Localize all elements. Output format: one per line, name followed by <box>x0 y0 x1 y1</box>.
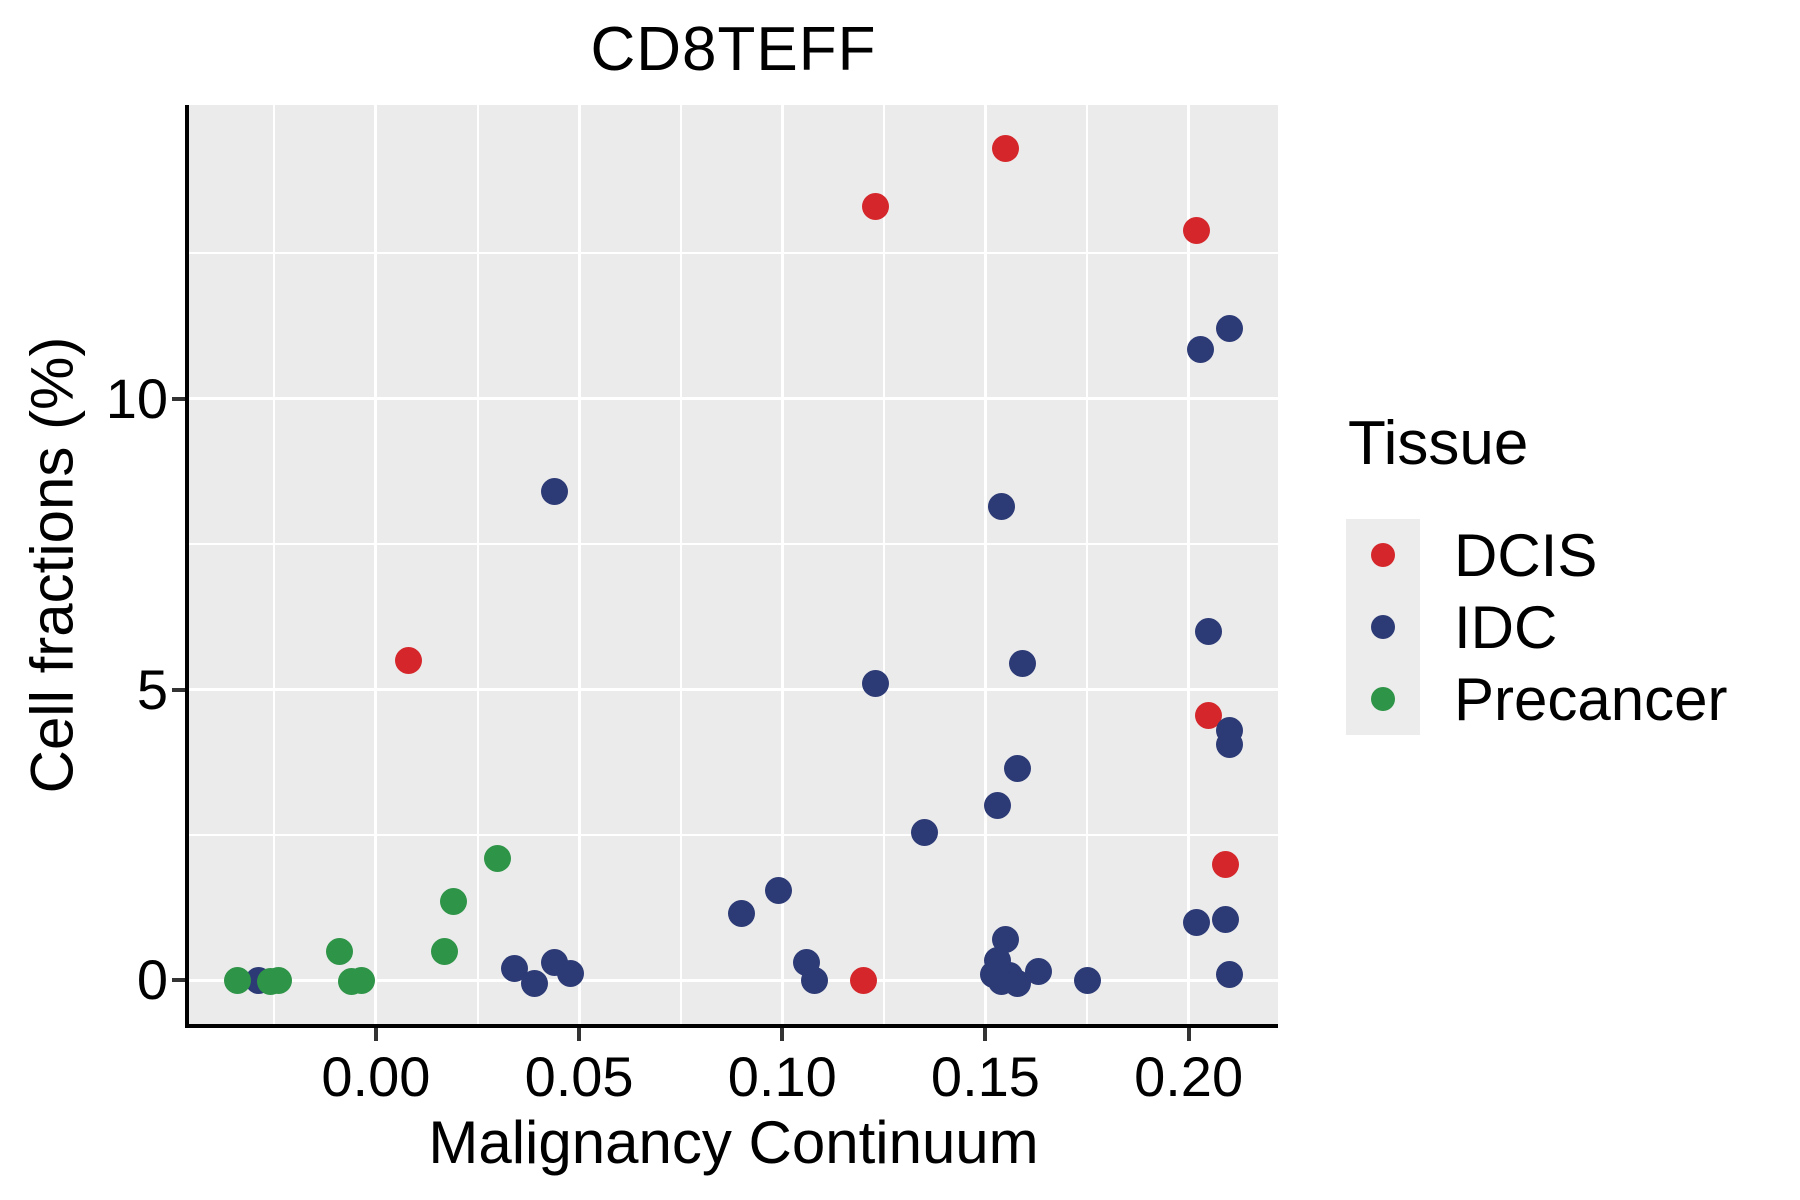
y-axis-title: Cell fractions (%) <box>18 336 86 794</box>
plot-panel <box>185 105 1278 1028</box>
major-gridline-x <box>780 105 784 1024</box>
legend-entry-dcis: DCIS <box>1346 519 1727 591</box>
data-point-idc <box>1215 731 1243 759</box>
data-point-dcis <box>862 193 890 221</box>
data-point-idc <box>1215 961 1243 989</box>
x-tick-label: 0.20 <box>1134 1045 1244 1108</box>
data-point-idc <box>862 670 890 698</box>
minor-gridline-x <box>1086 105 1089 1024</box>
legend-entry-idc: IDC <box>1346 591 1727 663</box>
legend-entry-precancer: Precancer <box>1346 663 1727 735</box>
y-tick-label: 10 <box>105 366 168 430</box>
data-point-idc <box>801 966 829 994</box>
legend-entry-label: IDC <box>1454 593 1558 661</box>
data-point-dcis <box>1183 216 1211 244</box>
data-point-idc <box>1211 905 1239 933</box>
x-tick-label: 0.10 <box>727 1045 837 1108</box>
major-gridline-y <box>189 978 1278 982</box>
data-point-idc <box>1008 649 1036 677</box>
legend-key <box>1346 519 1420 591</box>
data-point-idc <box>728 899 756 927</box>
y-axis-tick <box>172 396 185 401</box>
data-point-precancer <box>224 966 252 994</box>
minor-gridline-x <box>273 105 276 1024</box>
data-point-dcis <box>850 966 878 994</box>
y-axis-tick <box>172 687 185 692</box>
plot-title: CD8TEFF <box>590 15 877 84</box>
data-point-idc <box>988 492 1016 520</box>
minor-gridline-y <box>189 252 1278 255</box>
data-point-idc <box>1004 969 1032 997</box>
x-axis-tick <box>983 1028 988 1041</box>
y-tick-label: 5 <box>136 657 168 721</box>
x-axis-tick <box>577 1028 582 1041</box>
data-point-precancer <box>431 937 459 965</box>
major-gridline-y <box>189 688 1278 692</box>
legend-title: Tissue <box>1348 409 1529 478</box>
data-point-dcis <box>394 646 422 674</box>
legend-dot-dcis <box>1371 543 1395 567</box>
data-point-idc <box>1183 908 1211 936</box>
legend-key <box>1346 591 1420 663</box>
legend-entry-label: DCIS <box>1454 521 1598 589</box>
major-gridline-x <box>577 105 581 1024</box>
legend-dot-precancer <box>1371 687 1395 711</box>
legend-dot-idc <box>1371 615 1395 639</box>
data-point-idc <box>1215 315 1243 343</box>
minor-gridline-x <box>679 105 682 1024</box>
x-tick-label: 0.15 <box>930 1045 1040 1108</box>
minor-gridline-y <box>189 833 1278 836</box>
x-axis-tick <box>373 1028 378 1041</box>
data-point-idc <box>557 959 585 987</box>
data-point-precancer <box>484 844 512 872</box>
y-tick-label: 0 <box>136 948 168 1012</box>
legend-entry-label: Precancer <box>1454 665 1728 733</box>
major-gridline-x <box>374 105 378 1024</box>
minor-gridline-y <box>189 543 1278 546</box>
data-point-precancer <box>439 888 467 916</box>
major-gridline-x <box>1187 105 1191 1024</box>
x-axis-tick <box>780 1028 785 1041</box>
minor-gridline-x <box>476 105 479 1024</box>
data-point-idc <box>1073 966 1101 994</box>
y-axis-tick <box>172 978 185 983</box>
data-point-idc <box>541 478 569 506</box>
major-gridline-y <box>189 397 1278 401</box>
x-tick-label: 0.05 <box>524 1045 634 1108</box>
data-point-precancer <box>348 966 376 994</box>
data-point-idc <box>1004 754 1032 782</box>
legend-rows: DCIS IDC Precancer <box>1346 519 1727 735</box>
data-point-idc <box>1195 617 1223 645</box>
x-axis-title: Malignancy Continuum <box>428 1109 1039 1176</box>
major-gridline-x <box>983 105 987 1024</box>
x-tick-label: 0.00 <box>321 1045 431 1108</box>
legend-key <box>1346 663 1420 735</box>
data-point-idc <box>520 969 548 997</box>
data-point-idc <box>1187 335 1215 363</box>
data-point-dcis <box>992 135 1020 163</box>
data-point-idc <box>984 792 1012 820</box>
data-point-precancer <box>325 937 353 965</box>
x-axis-tick <box>1186 1028 1191 1041</box>
data-point-precancer <box>264 966 292 994</box>
data-point-dcis <box>1211 850 1239 878</box>
data-point-idc <box>910 818 938 846</box>
legend: Tissue DCIS IDC Precancer <box>1346 408 1727 735</box>
data-point-idc <box>764 876 792 904</box>
minor-gridline-x <box>882 105 885 1024</box>
